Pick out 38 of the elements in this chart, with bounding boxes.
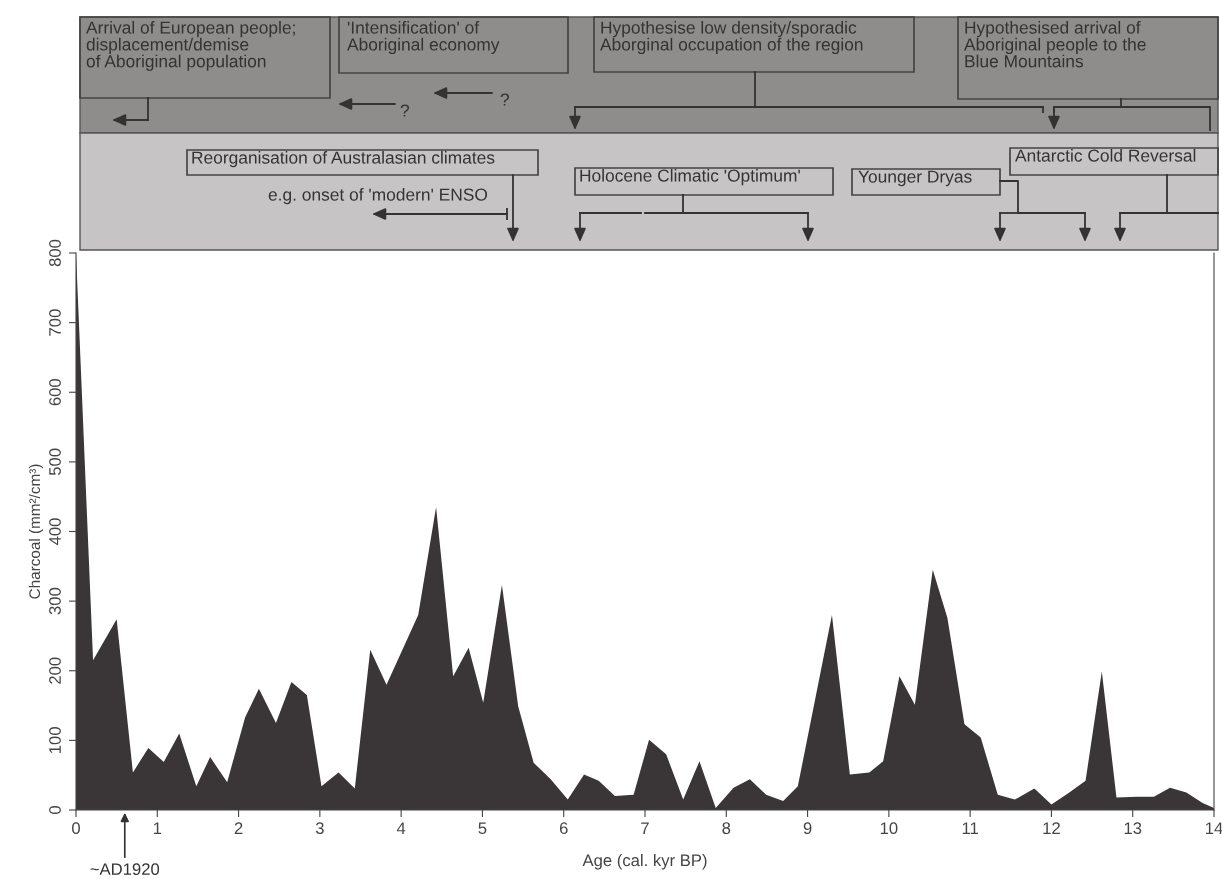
y-tick-label: 800 — [49, 239, 61, 267]
x-tick-label: 0 — [72, 822, 80, 835]
text: ? — [500, 93, 510, 106]
text: Reorganisation of Australasian climates — [192, 151, 495, 168]
annotation: ~AD1920 — [90, 863, 160, 876]
y-tick-label: 0 — [49, 806, 61, 814]
x-tick-label: 11 — [962, 822, 978, 834]
y-tick-label: 200 — [49, 657, 61, 684]
x-tick-label: 8 — [722, 822, 731, 835]
x-tick-label: 13 — [1124, 822, 1142, 835]
text: Arrival of European people; displacement/demise of Aboriginal population — [86, 21, 295, 71]
y-tick-label: 700 — [49, 309, 61, 336]
x-tick-label: 7 — [641, 822, 649, 834]
x-tick-label: 5 — [478, 822, 487, 835]
text: Younger Dryas — [858, 170, 972, 187]
text: Antarctic Cold Reversal — [1015, 149, 1196, 162]
text: Hypothesised arrival of Aboriginal people to the Blue Mountains — [964, 21, 1146, 68]
x-axis-title: Age (cal. kyr BP) — [582, 854, 707, 870]
x-tick-label: 12 — [1043, 822, 1060, 834]
y-tick-label: 100 — [49, 727, 61, 754]
x-tick-label: 6 — [559, 822, 568, 835]
text: 'Intensification' of Aboriginal economy — [347, 21, 500, 54]
x-tick-label: 4 — [396, 822, 406, 834]
x-tick-label: 9 — [803, 822, 812, 835]
x-tick-label: 10 — [880, 822, 898, 835]
y-tick-label: 500 — [49, 448, 61, 476]
x-tick-label: 3 — [315, 822, 324, 835]
y-tick-label: 600 — [49, 379, 61, 406]
y-tick-label: 400 — [49, 518, 61, 546]
x-tick-label: 1 — [153, 822, 162, 834]
x-tick-label: 2 — [234, 822, 243, 834]
x-tick-label: 14 — [1206, 822, 1222, 834]
text: ? — [400, 104, 410, 117]
text: Hypothesise low density/sporadic Aborginal occupation of the region — [600, 21, 863, 54]
y-axis-title: Charcoal (mm²/cm³) — [28, 464, 44, 599]
text: Holocene Climatic 'Optimum' — [580, 169, 800, 186]
text: e.g. onset of 'modern' ENSO — [268, 188, 488, 205]
y-tick-label: 300 — [49, 587, 61, 615]
